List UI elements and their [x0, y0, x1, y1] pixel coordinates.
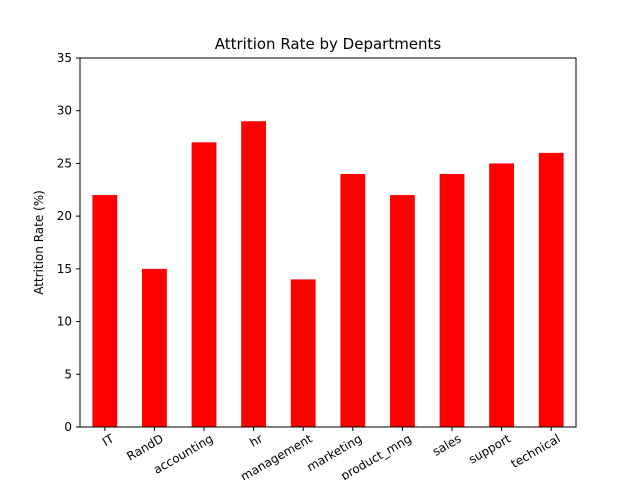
x-tick-label-hr: hr [247, 431, 265, 449]
y-tick-label: 35 [57, 51, 72, 65]
bar-marketing [340, 173, 366, 427]
x-tick-label-sales: sales [430, 431, 463, 458]
bar-management [290, 279, 316, 427]
y-axis: 0 5 10 15 20 25 30 35 [57, 51, 80, 434]
y-tick-label: 5 [64, 367, 72, 381]
y-tick-label: 10 [57, 315, 72, 329]
x-tick-label-it: IT [100, 431, 117, 449]
bar-it [92, 195, 118, 427]
chart-title: Attrition Rate by Departments [215, 35, 442, 53]
bar-support [489, 163, 514, 427]
y-tick-label: 20 [57, 209, 72, 223]
x-tick-label-support: support [466, 431, 513, 466]
bar-accounting [191, 142, 217, 428]
y-axis-label: Attrition Rate (%) [32, 190, 46, 295]
bars-group [92, 121, 564, 428]
bar-technical [538, 152, 564, 427]
y-tick-label: 15 [57, 262, 72, 276]
y-tick-label: 25 [57, 156, 72, 170]
x-tick-label-technical: technical [508, 431, 562, 470]
bar-hr [241, 121, 266, 427]
plot-frame [79, 57, 577, 428]
y-tick-label: 30 [57, 104, 72, 118]
y-tick-label: 0 [64, 420, 72, 434]
bar-randd [142, 268, 167, 427]
bar-sales [439, 173, 465, 427]
bar-product-mng [390, 195, 415, 427]
